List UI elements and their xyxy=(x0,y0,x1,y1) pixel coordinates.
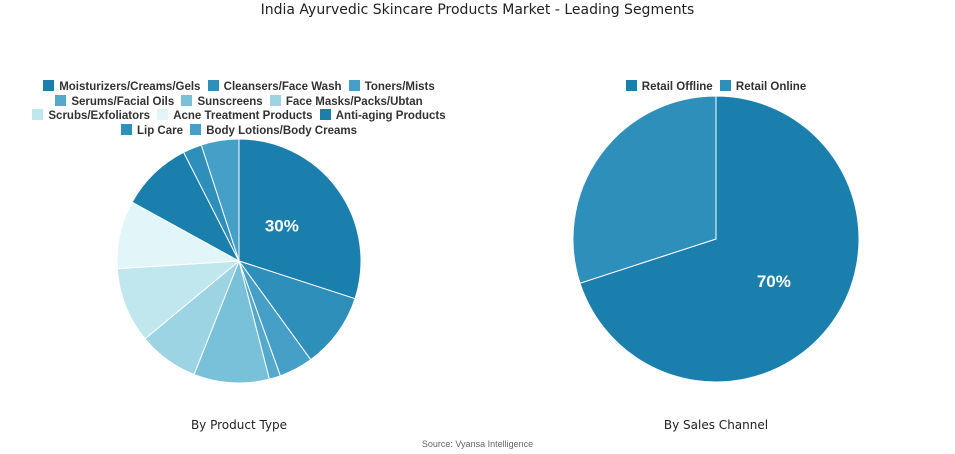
legend-swatch xyxy=(348,80,360,91)
data-label: 30% xyxy=(265,216,299,235)
legend-swatch xyxy=(157,109,169,120)
pie-slice[interactable] xyxy=(237,260,356,361)
legend-item[interactable]: Scrubs/Exfoliators xyxy=(32,109,150,124)
legend-label: Retail Online xyxy=(735,81,807,93)
legend-item[interactable]: Toners/Mists xyxy=(348,80,435,95)
subtitle-sales-channel: By Sales Channel xyxy=(663,418,769,432)
legend-swatch xyxy=(43,80,55,91)
pie-slice[interactable] xyxy=(200,138,240,262)
legend-label: Retail Offline xyxy=(641,81,713,93)
legend-product-type: Moisturizers/Creams/Gels Cleansers/Face … xyxy=(0,80,478,138)
legend-swatch xyxy=(319,109,331,120)
legend-swatch xyxy=(719,80,731,91)
legend-label: Acne Treatment Products xyxy=(173,110,313,122)
legend-label: Sunscreens xyxy=(197,95,263,108)
source-note: Source: Vyansa Intelligence xyxy=(421,439,534,449)
legend-swatch xyxy=(207,80,219,91)
legend-swatch xyxy=(32,109,44,120)
legend-label: Lip Care xyxy=(136,124,183,137)
legend-item[interactable]: Cleansers/Face Wash xyxy=(207,80,342,95)
legend-item[interactable]: Sunscreens xyxy=(181,94,263,110)
legend-label: Face Masks/Packs/Ubtan xyxy=(285,95,423,108)
legend-label: Toners/Mists xyxy=(364,81,435,93)
pie-slice[interactable] xyxy=(116,260,241,340)
pie-slice[interactable] xyxy=(572,95,717,284)
data-label: 70% xyxy=(757,272,791,291)
legend-label: Anti-aging Products xyxy=(335,110,446,122)
legend-item[interactable]: Retail Online xyxy=(719,80,807,95)
legend-label: Moisturizers/Creams/Gels xyxy=(59,81,201,93)
legend-swatch xyxy=(55,94,67,106)
legend-swatch xyxy=(269,94,281,106)
legend-item[interactable]: Lip Care xyxy=(120,123,183,139)
legend-item[interactable]: Body Lotions/Body Creams xyxy=(190,123,358,139)
legend-item[interactable]: Acne Treatment Products xyxy=(157,109,313,124)
legend-swatch xyxy=(625,80,637,91)
chart-title: India Ayurvedic Skincare Products Market… xyxy=(260,2,695,18)
legend-item[interactable]: Serums/Facial Oils xyxy=(55,94,175,110)
legend-item[interactable]: Moisturizers/Creams/Gels xyxy=(43,80,200,95)
legend-swatch xyxy=(120,123,132,135)
legend-label: Serums/Facial Oils xyxy=(71,95,175,108)
legend-label: Cleansers/Face Wash xyxy=(223,81,342,93)
subtitle-product-type: By Product Type xyxy=(190,418,288,432)
legend-sales-channel: Retail Offline Retail Online xyxy=(566,80,866,95)
legend-label: Scrubs/Exfoliators xyxy=(48,110,150,122)
legend-item[interactable]: Retail Offline xyxy=(625,80,713,95)
pie-slice[interactable] xyxy=(193,259,270,384)
legend-item[interactable]: Anti-aging Products xyxy=(319,109,446,124)
legend-label: Body Lotions/Body Creams xyxy=(206,124,358,137)
legend-item[interactable]: Face Masks/Packs/Ubtan xyxy=(269,94,423,110)
legend-swatch xyxy=(190,123,202,135)
legend-swatch xyxy=(181,94,193,106)
pie-slice[interactable] xyxy=(579,95,860,383)
pie-slice[interactable] xyxy=(238,138,362,300)
